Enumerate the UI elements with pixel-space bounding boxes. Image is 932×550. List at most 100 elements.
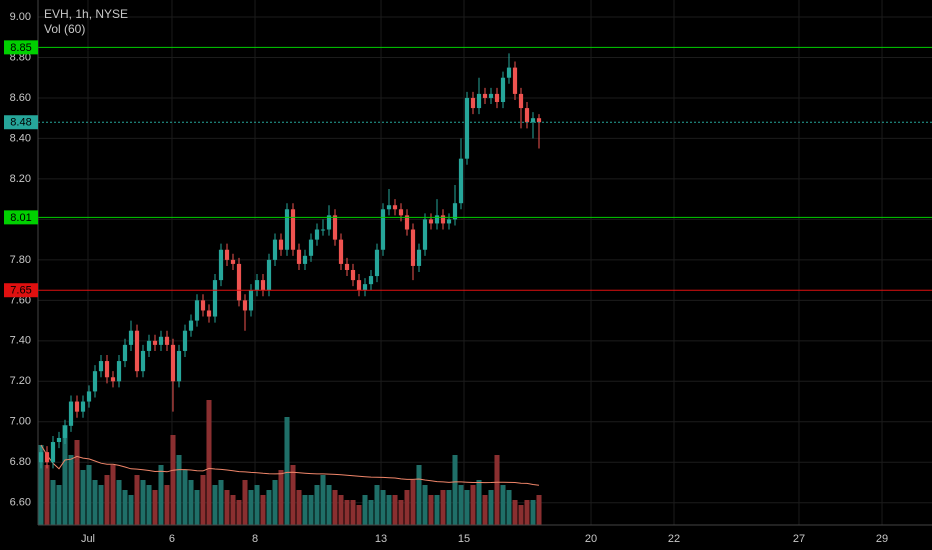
- candle-body: [464, 97, 470, 159]
- candle-body: [44, 452, 50, 463]
- price-level-badge: [4, 210, 38, 225]
- volume-bar: [188, 480, 194, 525]
- price-level-label: 8.48: [10, 117, 31, 129]
- volume-bar: [212, 485, 218, 525]
- candle-body: [530, 118, 536, 123]
- volume-bar: [494, 455, 500, 525]
- candle-body: [146, 340, 152, 351]
- volume-bar: [398, 500, 404, 525]
- volume-bar: [524, 500, 530, 525]
- candle-body: [446, 219, 452, 224]
- volume-bar: [506, 490, 512, 525]
- volume-bar: [266, 490, 272, 525]
- volume-bar: [338, 495, 344, 525]
- candle-body: [170, 344, 176, 382]
- candle-body: [122, 344, 128, 362]
- candle-body: [242, 300, 248, 311]
- volume-bar: [368, 500, 374, 525]
- chart-title: EVH, 1h, NYSE: [44, 7, 128, 21]
- x-tick-label: 29: [876, 533, 888, 545]
- volume-bar: [320, 475, 326, 525]
- candle-body: [500, 77, 506, 103]
- candle-body: [482, 93, 488, 98]
- volume-bar: [122, 490, 128, 525]
- candle-body: [92, 371, 98, 392]
- volume-bar: [158, 465, 164, 525]
- price-level-badge: [4, 283, 38, 298]
- volume-bar: [374, 485, 380, 525]
- y-tick-label: 7.00: [10, 416, 31, 428]
- volume-bar: [206, 400, 212, 525]
- volume-bar: [62, 425, 68, 525]
- volume-bar: [410, 480, 416, 525]
- volume-bar: [350, 500, 356, 525]
- candle-body: [140, 350, 146, 372]
- candle-body: [152, 340, 158, 345]
- candle-body: [80, 401, 86, 412]
- candle-body: [182, 330, 188, 351]
- candle-body: [260, 280, 266, 291]
- volume-bar: [56, 485, 62, 525]
- candle-body: [284, 209, 290, 250]
- volume-bar: [326, 485, 332, 525]
- volume-bar: [416, 465, 422, 525]
- candle-body: [116, 361, 122, 382]
- volume-bar: [194, 490, 200, 525]
- candle-body: [98, 361, 104, 372]
- volume-pane: [38, 400, 542, 525]
- volume-bar: [428, 495, 434, 525]
- volume-bar: [92, 480, 98, 525]
- volume-bar: [200, 475, 206, 525]
- candle-body: [518, 93, 524, 109]
- candle-body: [470, 97, 476, 109]
- candle-body: [164, 336, 170, 345]
- volume-bar: [284, 417, 290, 525]
- volume-bar: [134, 475, 140, 525]
- candle-body: [62, 425, 68, 438]
- volume-bar: [254, 485, 260, 525]
- candle-body: [218, 249, 224, 281]
- y-tick-label: 6.60: [10, 497, 31, 509]
- y-tick-label: 8.20: [10, 173, 31, 185]
- candle-body: [506, 67, 512, 78]
- y-tick-label: 8.80: [10, 51, 31, 63]
- x-tick-label: 15: [458, 533, 470, 545]
- volume-bar: [512, 500, 518, 525]
- x-tick-label: 22: [668, 533, 680, 545]
- volume-bar: [104, 475, 110, 525]
- axes: 6.606.807.007.207.407.607.808.008.208.40…: [4, 11, 888, 545]
- volume-bar: [140, 480, 146, 525]
- volume-bar: [380, 490, 386, 525]
- candle-body: [494, 93, 500, 103]
- volume-bar: [164, 485, 170, 525]
- candle-body: [320, 229, 326, 231]
- y-tick-label: 8.60: [10, 92, 31, 104]
- volume-bar: [488, 490, 494, 525]
- candle-body: [212, 280, 218, 317]
- y-tick-label: 7.60: [10, 294, 31, 306]
- candle-body: [512, 67, 518, 94]
- volume-bar: [392, 495, 398, 525]
- candle-body: [428, 219, 434, 224]
- candle-body: [128, 330, 134, 345]
- candle-body: [386, 205, 392, 210]
- volume-bar: [446, 490, 452, 525]
- grid: [38, 0, 932, 525]
- volume-bar: [128, 495, 134, 525]
- volume-bar: [236, 500, 242, 525]
- volume-bar: [248, 490, 254, 525]
- candle-body: [440, 215, 446, 224]
- volume-bar: [476, 480, 482, 525]
- volume-bar: [518, 505, 524, 525]
- candle-body: [338, 239, 344, 264]
- volume-bar: [530, 500, 536, 525]
- candle-body: [392, 205, 398, 210]
- candle-body: [134, 330, 140, 372]
- candle-body: [236, 263, 242, 301]
- volume-bar: [314, 485, 320, 525]
- volume-bar: [170, 435, 176, 525]
- candle-body: [458, 158, 464, 204]
- candle-body: [452, 203, 458, 220]
- candle-body: [398, 209, 404, 216]
